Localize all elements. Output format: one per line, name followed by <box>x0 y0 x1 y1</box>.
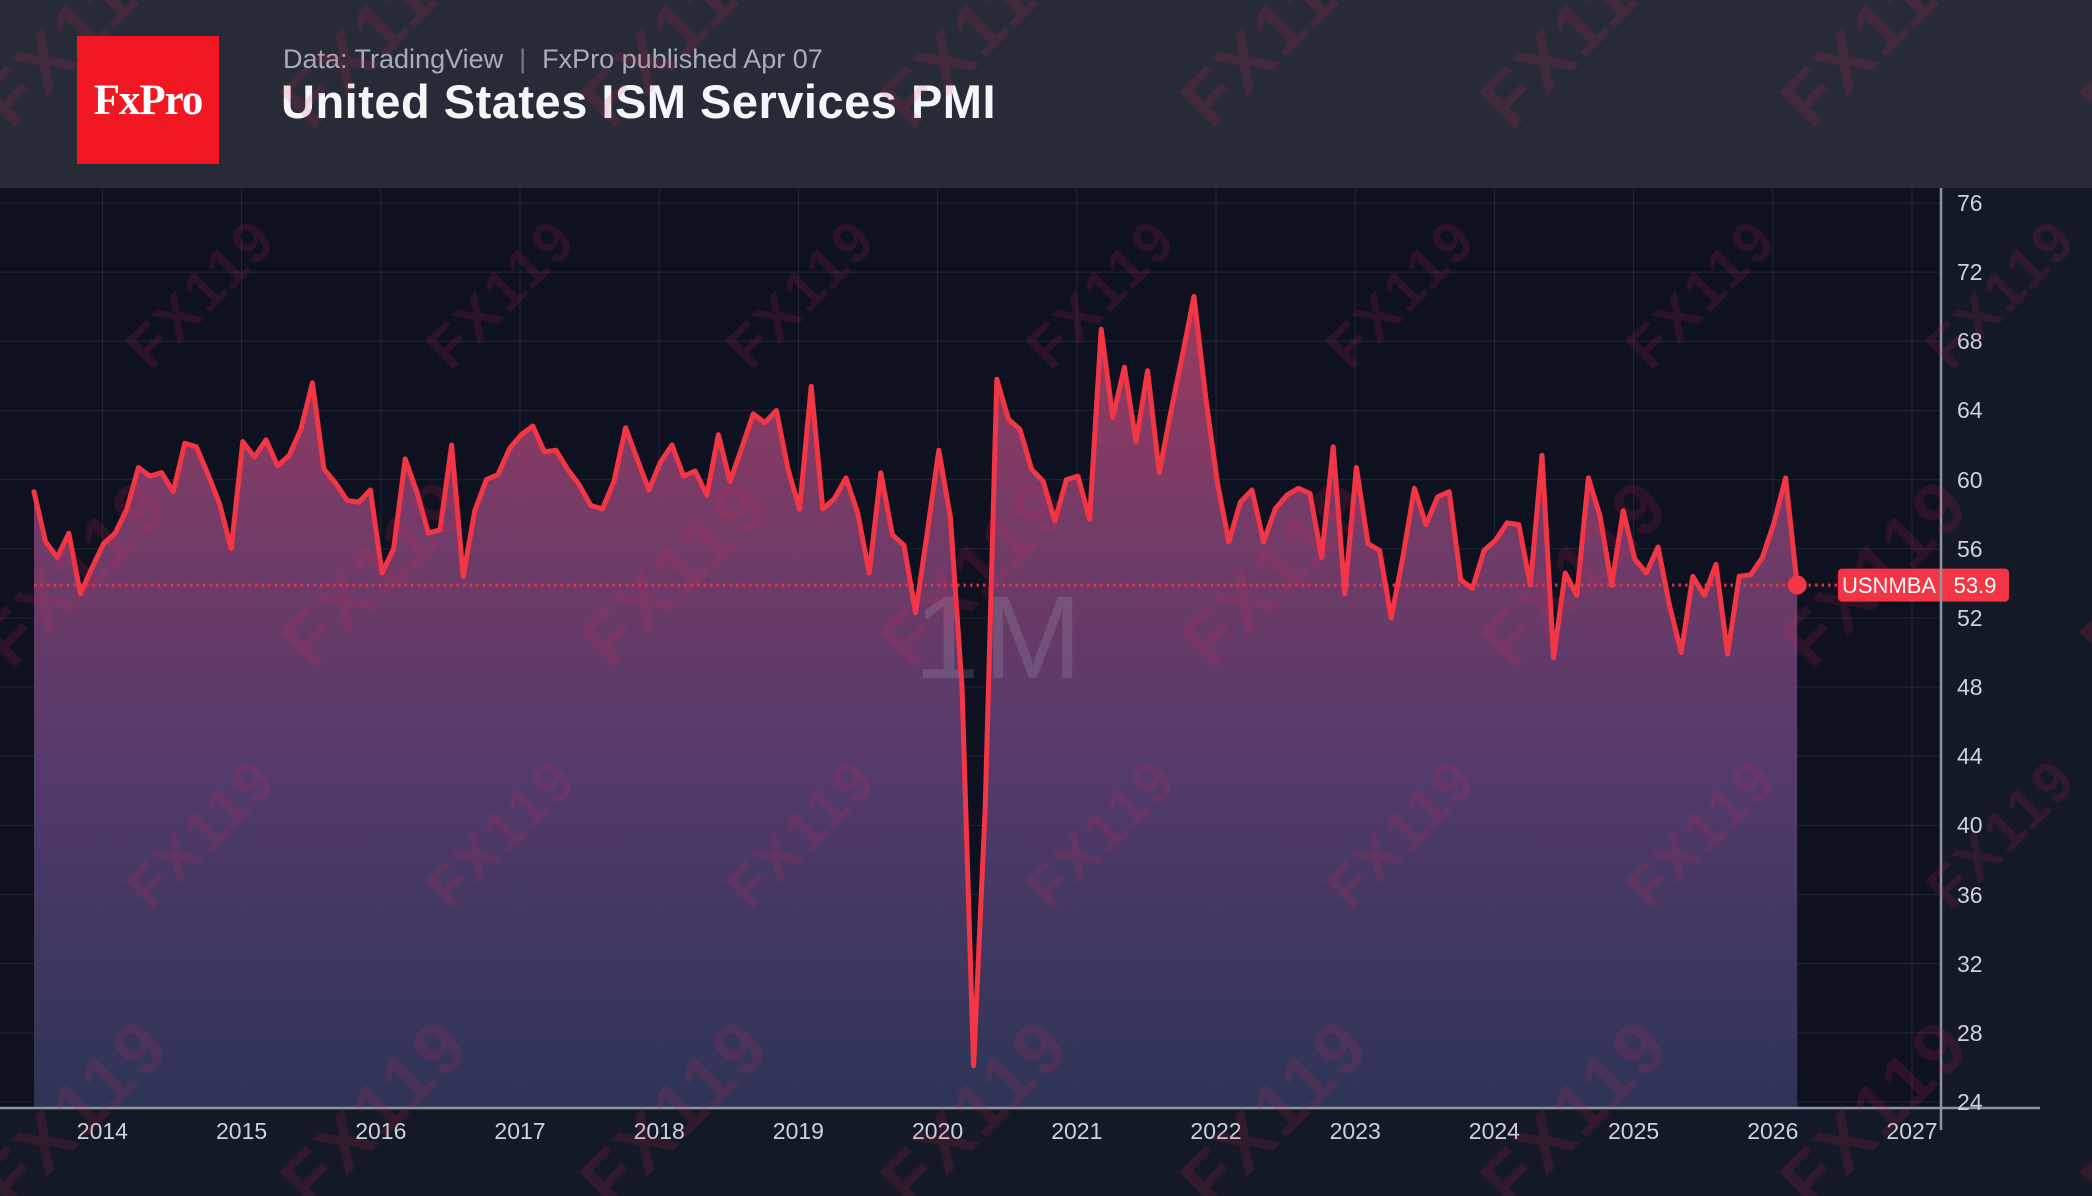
series-line <box>31 293 1800 1069</box>
badge-value-text: 53.9 <box>1954 573 1997 598</box>
subtitle-divider: | <box>519 44 527 74</box>
interval-watermark-text: 1M <box>914 572 1086 704</box>
last-price-badge: USNMBA 53.9 <box>1838 568 2009 602</box>
header-bar: FxPro Data: TradingView | FxPro publishe… <box>0 0 2092 188</box>
fxpro-logo: FxPro <box>77 36 219 164</box>
y-axis-panel <box>1941 188 2092 1196</box>
series-area-fill <box>34 296 1798 1108</box>
last-price-badge-bg <box>1838 568 2009 602</box>
last-data-point-dot <box>1787 575 1807 595</box>
badge-symbol-text: USNMBA <box>1842 573 1936 598</box>
published-label: FxPro published Apr 07 <box>542 44 823 74</box>
chart-source-line: Data: TradingView | FxPro published Apr … <box>283 44 823 75</box>
data-source-label: Data: TradingView <box>283 44 504 74</box>
fxpro-logo-text: FxPro <box>93 76 204 124</box>
page-title: United States ISM Services PMI <box>281 75 997 128</box>
x-axis-panel <box>0 1108 1941 1196</box>
